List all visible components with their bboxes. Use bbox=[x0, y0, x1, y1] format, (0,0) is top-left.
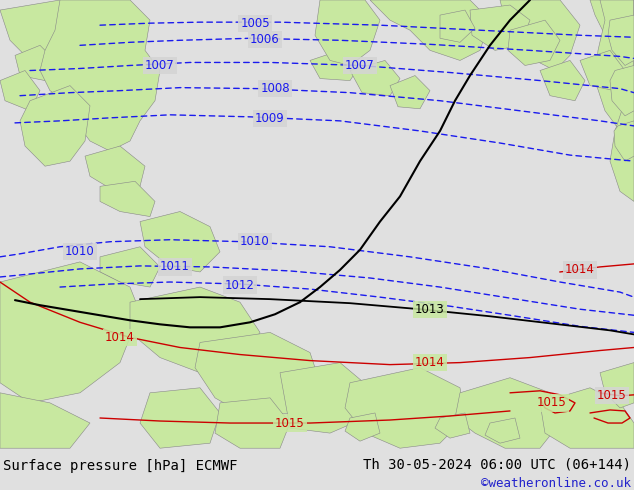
Polygon shape bbox=[280, 363, 370, 433]
Polygon shape bbox=[195, 332, 320, 418]
Text: 1006: 1006 bbox=[250, 33, 280, 46]
Polygon shape bbox=[20, 86, 90, 166]
Polygon shape bbox=[370, 0, 490, 60]
Text: 1010: 1010 bbox=[240, 235, 270, 248]
Polygon shape bbox=[0, 71, 40, 111]
Polygon shape bbox=[140, 212, 220, 272]
Polygon shape bbox=[85, 146, 145, 192]
Text: 1014: 1014 bbox=[565, 264, 595, 276]
Polygon shape bbox=[390, 75, 430, 109]
Text: 1012: 1012 bbox=[225, 278, 255, 292]
Text: 1015: 1015 bbox=[597, 390, 627, 402]
Polygon shape bbox=[310, 50, 360, 80]
Polygon shape bbox=[15, 46, 55, 80]
Text: 1014: 1014 bbox=[415, 356, 445, 369]
Polygon shape bbox=[470, 5, 530, 50]
Polygon shape bbox=[0, 0, 80, 71]
Polygon shape bbox=[100, 181, 155, 217]
Polygon shape bbox=[315, 0, 380, 66]
Polygon shape bbox=[345, 413, 380, 441]
Text: 1009: 1009 bbox=[255, 112, 285, 125]
Polygon shape bbox=[590, 0, 634, 50]
Text: 1010: 1010 bbox=[65, 245, 95, 258]
Text: 1008: 1008 bbox=[260, 82, 290, 95]
Polygon shape bbox=[345, 368, 465, 448]
Text: 1015: 1015 bbox=[537, 396, 567, 409]
Polygon shape bbox=[540, 60, 585, 101]
Polygon shape bbox=[455, 378, 560, 448]
Polygon shape bbox=[508, 20, 560, 66]
Polygon shape bbox=[600, 363, 634, 408]
Polygon shape bbox=[540, 388, 634, 448]
Text: 1011: 1011 bbox=[160, 260, 190, 273]
Text: 1007: 1007 bbox=[145, 59, 175, 72]
Text: 1007: 1007 bbox=[345, 59, 375, 72]
Text: ©weatheronline.co.uk: ©weatheronline.co.uk bbox=[481, 477, 631, 490]
Polygon shape bbox=[440, 10, 475, 42]
Polygon shape bbox=[500, 0, 580, 71]
Polygon shape bbox=[595, 0, 634, 131]
Polygon shape bbox=[485, 418, 520, 443]
Text: 1015: 1015 bbox=[275, 416, 305, 430]
Polygon shape bbox=[215, 398, 290, 448]
Polygon shape bbox=[614, 121, 634, 161]
Polygon shape bbox=[350, 60, 400, 96]
Polygon shape bbox=[100, 247, 160, 287]
Polygon shape bbox=[435, 413, 470, 438]
Polygon shape bbox=[140, 388, 220, 448]
Polygon shape bbox=[608, 15, 634, 66]
Text: Surface pressure [hPa] ECMWF: Surface pressure [hPa] ECMWF bbox=[3, 459, 238, 473]
Text: 1005: 1005 bbox=[240, 17, 270, 30]
Text: Th 30-05-2024 06:00 UTC (06+144): Th 30-05-2024 06:00 UTC (06+144) bbox=[363, 457, 631, 471]
Text: 1014: 1014 bbox=[105, 331, 135, 344]
Polygon shape bbox=[610, 0, 634, 201]
Polygon shape bbox=[580, 50, 625, 91]
Polygon shape bbox=[40, 0, 160, 151]
Polygon shape bbox=[0, 262, 140, 403]
Polygon shape bbox=[130, 287, 260, 373]
Text: 1013: 1013 bbox=[415, 303, 445, 316]
Polygon shape bbox=[610, 66, 634, 116]
Polygon shape bbox=[0, 393, 90, 448]
